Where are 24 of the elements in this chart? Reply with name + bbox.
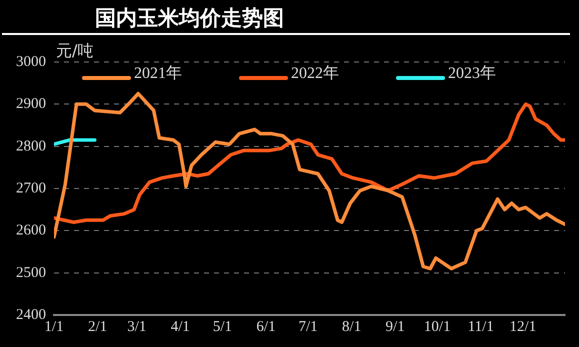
x-tick-label: 9/1 [386,318,405,335]
legend-label: 2022年 [291,65,339,82]
chart-title: 国内玉米均价走势图 [95,5,284,32]
y-tick-label: 2700 [16,180,46,196]
legend-label: 2023年 [448,65,496,82]
x-tick-label: 1/1 [44,318,64,335]
x-tick-label: 7/1 [298,318,318,335]
y-axis-title: 元/吨 [56,41,94,60]
legend-label: 2021年 [134,65,182,82]
x-tick-label: 6/1 [256,318,276,335]
y-tick-label: 3000 [16,54,46,70]
x-tick-label: 5/1 [212,318,232,335]
x-tick-label: 11/1 [468,318,494,335]
y-tick-label: 2600 [16,222,46,239]
y-tick-label: 2500 [16,264,46,281]
x-tick-label: 4/1 [170,318,190,335]
x-tick-label: 12/1 [510,318,536,335]
x-tick-label: 3/1 [127,318,146,335]
y-tick-label: 2400 [16,306,46,323]
y-tick-label: 2800 [16,138,46,154]
x-tick-label: 2/1 [88,318,108,335]
x-tick-label: 10/1 [424,318,451,335]
y-tick-label: 2900 [16,96,46,112]
x-tick-label: 8/1 [342,318,362,335]
